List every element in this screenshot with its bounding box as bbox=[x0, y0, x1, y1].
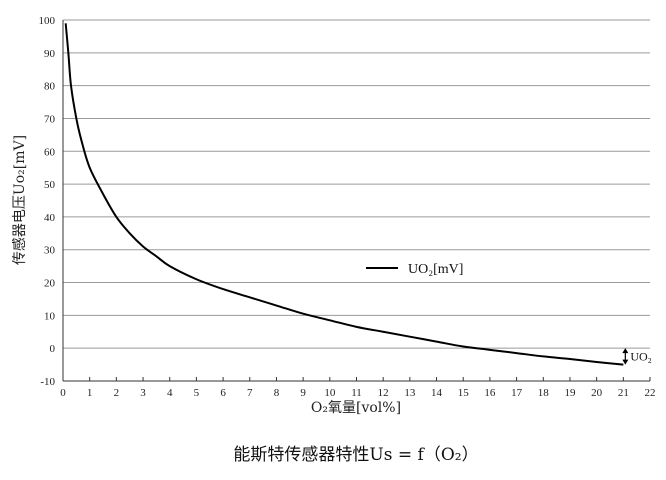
x-tick-label-14: 14 bbox=[431, 387, 443, 399]
x-tick-label-3: 3 bbox=[140, 387, 146, 399]
y-tick-label-80: 80 bbox=[44, 81, 56, 93]
annotation-arrow-head-bottom bbox=[622, 359, 629, 365]
x-tick-label-1: 1 bbox=[87, 387, 93, 399]
y-tick-label-100: 100 bbox=[39, 15, 56, 27]
x-tick-label-4: 4 bbox=[167, 387, 173, 399]
x-tick-label-16: 16 bbox=[484, 387, 496, 399]
x-tick-label-19: 19 bbox=[564, 387, 576, 399]
x-tick-label-7: 7 bbox=[247, 387, 253, 399]
series-layer bbox=[64, 23, 624, 366]
y-tick-label-20: 20 bbox=[44, 278, 56, 290]
chart-caption: 能斯特传感器特性Us = f（O₂） bbox=[233, 445, 478, 465]
y-tick-label-10: 10 bbox=[44, 310, 56, 322]
annotation-arrow-head-top bbox=[622, 348, 629, 354]
x-tick-label-18: 18 bbox=[538, 387, 550, 399]
x-tick-label-20: 20 bbox=[591, 387, 603, 399]
x-tick-label-12: 12 bbox=[378, 387, 389, 399]
x-tick-label-6: 6 bbox=[220, 387, 226, 399]
x-tick-label-10: 10 bbox=[324, 387, 336, 399]
x-tick-label-17: 17 bbox=[511, 387, 523, 399]
x-tick-label-22: 22 bbox=[645, 387, 656, 399]
x-tick-label-0: 0 bbox=[60, 387, 66, 399]
y-tick-label-60: 60 bbox=[44, 146, 56, 158]
y-axis-title: 传感器电压Uo₂[mV] bbox=[11, 135, 28, 265]
x-tick-label-21: 21 bbox=[618, 387, 629, 399]
y-tick-label-50: 50 bbox=[44, 179, 56, 191]
y-tick-label-40: 40 bbox=[44, 212, 56, 224]
y-tick-label-70: 70 bbox=[44, 113, 56, 125]
x-tick-label-15: 15 bbox=[458, 387, 470, 399]
x-tick-label-2: 2 bbox=[114, 387, 120, 399]
x-tick-label-13: 13 bbox=[404, 387, 416, 399]
uo2-annotation-label: UO₂ bbox=[630, 349, 652, 363]
legend-label: UO₂[mV] bbox=[408, 262, 463, 277]
series-line-0 bbox=[64, 23, 624, 366]
x-tick-label-5: 5 bbox=[194, 387, 200, 399]
y-tick-label-90: 90 bbox=[44, 48, 56, 60]
y-tick-label-30: 30 bbox=[44, 245, 56, 257]
y-tick-label--10: -10 bbox=[40, 376, 55, 388]
legend: UO₂[mV] bbox=[366, 262, 463, 277]
y-tick-label-0: 0 bbox=[50, 343, 56, 355]
annotation-layer: UO₂ bbox=[622, 348, 652, 365]
x-tick-label-9: 9 bbox=[300, 387, 306, 399]
grid-layer bbox=[63, 19, 650, 349]
x-tick-label-8: 8 bbox=[274, 387, 280, 399]
x-axis-title: O₂氧量[vol%] bbox=[311, 400, 401, 416]
x-tick-label-11: 11 bbox=[351, 387, 362, 399]
